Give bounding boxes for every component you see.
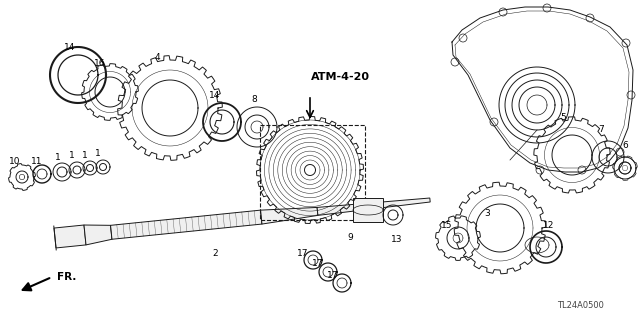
Text: 14: 14: [209, 91, 221, 100]
Text: 14: 14: [64, 43, 76, 53]
Polygon shape: [374, 198, 430, 209]
Text: 17: 17: [312, 259, 324, 269]
Text: 1: 1: [82, 151, 88, 160]
Text: 7: 7: [598, 125, 604, 135]
Text: 12: 12: [543, 220, 555, 229]
Polygon shape: [84, 225, 112, 245]
Text: 16: 16: [94, 58, 106, 68]
Text: 15: 15: [441, 220, 452, 229]
Text: 9: 9: [347, 233, 353, 241]
Text: FR.: FR.: [57, 272, 76, 282]
Polygon shape: [54, 225, 86, 248]
Text: 17: 17: [327, 271, 339, 280]
Text: 1: 1: [55, 153, 61, 162]
Text: ATM-4-20: ATM-4-20: [310, 72, 369, 82]
Text: 11: 11: [31, 158, 43, 167]
Text: 6: 6: [622, 140, 628, 150]
Polygon shape: [111, 210, 262, 239]
Text: 3: 3: [484, 209, 490, 218]
Text: 5: 5: [560, 114, 566, 122]
Text: TL24A0500: TL24A0500: [557, 301, 604, 310]
Bar: [260, 125, 365, 220]
Text: 1: 1: [95, 150, 101, 159]
Text: 8: 8: [251, 95, 257, 105]
Polygon shape: [317, 203, 374, 215]
Text: 1: 1: [69, 152, 75, 160]
Text: 17: 17: [297, 249, 308, 257]
Bar: [353, 198, 383, 222]
Text: 13: 13: [391, 235, 403, 244]
Polygon shape: [260, 207, 318, 224]
Text: 10: 10: [9, 158, 20, 167]
Text: 2: 2: [212, 249, 218, 257]
Text: 4: 4: [154, 54, 160, 63]
